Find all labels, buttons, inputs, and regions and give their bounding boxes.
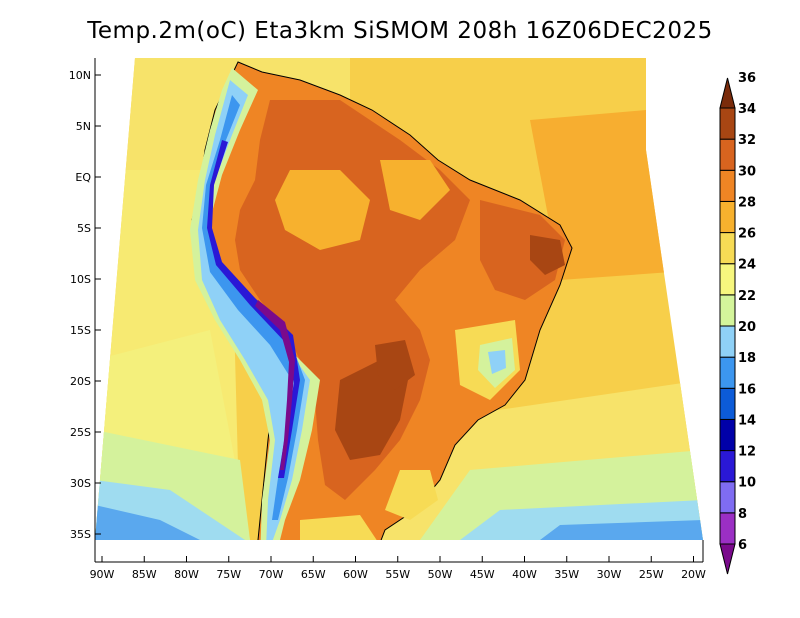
mg-cooler-zone: [488, 350, 506, 374]
lat-tick-label: 15S: [70, 324, 91, 337]
colorbar-bin: [719, 169, 736, 202]
colorbar-bin-min: [719, 543, 736, 575]
colorbar-label: 20: [738, 320, 756, 335]
colorbar-bin: [719, 107, 736, 140]
lat-tick-label: 10S: [70, 273, 91, 286]
colorbar-bin: [719, 481, 736, 514]
lat-tick-label: EQ: [75, 171, 91, 184]
lon-tick-label: 70W: [259, 568, 284, 581]
pacific-coldest-region: [95, 505, 200, 540]
northeast-hottest-zone: [530, 235, 565, 275]
colorbar-label: 16: [738, 382, 756, 397]
colorbar-label: 12: [738, 445, 756, 460]
colorbar-bin: [719, 232, 736, 265]
northeast-hot-zone: [480, 200, 565, 300]
andes-coldest-band: [255, 300, 295, 470]
lon-tick-label: 85W: [132, 568, 157, 581]
lon-tick-label: 35W: [554, 568, 579, 581]
longitude-axis: 90W 85W 80W 75W 70W 65W 60W 55W 50W 45W 40W 35W 30W 2…: [90, 556, 706, 581]
lon-tick-label: 90W: [90, 568, 115, 581]
colorbar-bin-max: [719, 77, 736, 109]
northern-warm-zone: [380, 160, 450, 220]
lon-tick-label: 65W: [301, 568, 326, 581]
colorbar-bin: [719, 387, 736, 420]
lon-tick-label: 55W: [385, 568, 410, 581]
lon-tick-label: 30W: [597, 568, 622, 581]
lat-tick-label: 5S: [77, 222, 91, 235]
atlantic-coldest-region: [540, 520, 703, 540]
lon-tick-label: 50W: [428, 568, 453, 581]
map-title: Temp.2m(oC) Eta3km SiSMOM 208h 16Z06DEC2…: [87, 18, 713, 44]
lon-tick-label: 20W: [681, 568, 706, 581]
temperature-field: [95, 58, 703, 540]
lat-tick-label: 10N: [69, 69, 91, 82]
lat-tick-label: 35S: [70, 528, 91, 541]
south-brazil-mild-zone: [385, 470, 438, 520]
colorbar-label: 24: [738, 258, 756, 273]
mato-grosso-hot-zone: [375, 340, 415, 390]
colorbar-label: 34: [738, 102, 756, 117]
lat-tick-label: 5N: [76, 120, 91, 133]
lon-tick-label: 80W: [174, 568, 199, 581]
lon-tick-label: 75W: [216, 568, 241, 581]
colorbar-label: 36: [738, 71, 756, 86]
lon-tick-label: 40W: [512, 568, 537, 581]
patagonia-mild-zone: [300, 515, 380, 540]
lon-tick-label: 25W: [639, 568, 664, 581]
colorbar-label: 26: [738, 227, 756, 242]
colorbar-label: 28: [738, 195, 756, 210]
colorbar-bin: [719, 294, 736, 327]
colorbar-bin: [719, 356, 736, 389]
colorbar-label: 18: [738, 351, 756, 366]
colorbar-label: 22: [738, 289, 756, 304]
colorbar-bin: [719, 263, 736, 296]
colorbar-bin: [719, 450, 736, 483]
colorbar: 6 8 10 12 14 16 18 20 22 24 26 28 30 32 34 36: [719, 71, 756, 575]
amazon-warm-zone: [275, 170, 370, 250]
colorbar-label: 32: [738, 133, 756, 148]
andes-colder-band: [207, 140, 300, 478]
colorbar-label: 8: [738, 507, 747, 522]
colorbar-label: 10: [738, 476, 756, 491]
colorbar-bin: [719, 138, 736, 171]
colorbar-bin: [719, 418, 736, 452]
colorbar-label: 30: [738, 164, 756, 179]
lat-tick-label: 25S: [70, 426, 91, 439]
colorbar-bin: [719, 325, 736, 358]
colorbar-bin: [719, 512, 736, 545]
colorbar-label: 14: [738, 413, 756, 428]
map-frame: [94, 58, 704, 563]
lat-tick-label: 20S: [70, 375, 91, 388]
colorbar-bin: [719, 200, 736, 234]
colorbar-label: 6: [738, 538, 747, 553]
lon-tick-label: 60W: [343, 568, 368, 581]
latitude-axis: 10N 5N EQ 5S 10S 15S 20S 25S 30S 35S: [69, 69, 101, 541]
lat-tick-label: 30S: [70, 477, 91, 490]
lon-tick-label: 45W: [470, 568, 495, 581]
